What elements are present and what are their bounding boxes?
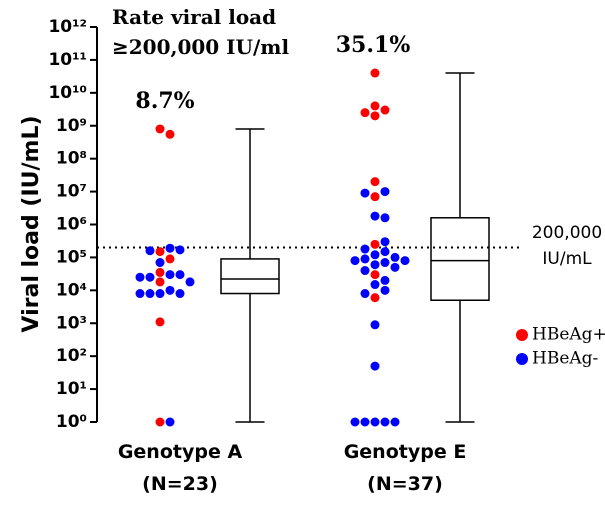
data-point [390, 262, 400, 272]
data-point [145, 246, 155, 256]
data-point [165, 270, 175, 280]
legend-label: HBeAg- [532, 349, 598, 369]
rate-label: 8.7% [135, 88, 194, 114]
data-point [165, 417, 175, 427]
data-point [380, 237, 390, 247]
data-point [360, 266, 370, 276]
data-point [175, 289, 185, 299]
data-point [155, 289, 165, 299]
data-point [145, 272, 155, 282]
data-point [175, 270, 185, 280]
y-tick-label: 10⁰ [56, 412, 87, 432]
data-point [370, 260, 380, 270]
data-point [380, 105, 390, 115]
data-point [165, 129, 175, 139]
data-point [360, 188, 370, 198]
data-point [360, 289, 370, 299]
annotation: Rate viral load [112, 5, 276, 29]
data-point [350, 256, 360, 266]
y-tick-label: 10¹⁰ [48, 83, 87, 103]
data-point [165, 285, 175, 295]
data-point [370, 239, 380, 249]
data-point [370, 101, 380, 111]
y-tick-label: 10¹ [56, 379, 87, 399]
y-tick-label: 10¹¹ [48, 50, 87, 70]
y-tick-label: 10² [56, 346, 87, 366]
y-tick-label: 10⁸ [56, 149, 87, 169]
data-point [185, 277, 195, 287]
legend-label: HBeAg+ [532, 325, 605, 345]
data-point [350, 417, 360, 427]
data-point [360, 417, 370, 427]
y-tick-label: 10⁷ [56, 182, 87, 202]
y-tick-label: 10¹² [48, 17, 87, 37]
data-point [155, 124, 165, 134]
y-tick-label: 10⁴ [56, 280, 87, 300]
data-point [135, 272, 145, 282]
annotation: ≥200,000 IU/ml [112, 35, 289, 59]
data-point [165, 254, 175, 264]
data-point [370, 280, 380, 290]
data-point [390, 417, 400, 427]
threshold-label: 200,000 [532, 223, 602, 243]
x-tick-label: Genotype E [344, 441, 467, 463]
legend-marker [516, 353, 528, 365]
threshold-label: IU/mL [542, 249, 592, 269]
data-point [380, 285, 390, 295]
data-point [400, 256, 410, 266]
data-point [165, 243, 175, 253]
x-tick-label: (N=23) [142, 473, 218, 495]
data-point [370, 417, 380, 427]
data-point [370, 361, 380, 371]
y-tick-label: 10⁶ [56, 215, 87, 235]
data-point [380, 247, 390, 257]
data-point [390, 252, 400, 262]
box [430, 217, 490, 301]
data-point [155, 267, 165, 277]
y-tick-label: 10⁹ [56, 116, 87, 136]
data-point [370, 250, 380, 260]
y-tick-label: 10⁵ [56, 247, 87, 267]
data-point [370, 270, 380, 280]
data-point [380, 187, 390, 197]
legend-marker [516, 329, 528, 341]
data-point [370, 211, 380, 221]
data-point [370, 177, 380, 187]
rate-label: 35.1% [336, 32, 411, 58]
x-tick-label: (N=37) [367, 473, 443, 495]
y-tick-label: 10³ [56, 313, 87, 333]
data-point [380, 417, 390, 427]
x-tick-label: Genotype A [118, 441, 243, 463]
data-point [370, 192, 380, 202]
data-point [155, 277, 165, 287]
box [220, 258, 280, 295]
data-point [380, 213, 390, 223]
data-point [135, 289, 145, 299]
data-point [155, 247, 165, 257]
data-point [380, 258, 390, 268]
data-point [370, 293, 380, 303]
data-point [360, 244, 370, 254]
data-point [360, 254, 370, 264]
data-point [370, 320, 380, 330]
data-point [145, 289, 155, 299]
data-point [360, 108, 370, 118]
data-point [370, 68, 380, 78]
data-point [155, 417, 165, 427]
y-axis-label: Viral load (IU/mL) [19, 115, 44, 332]
data-point [370, 111, 380, 121]
data-point [155, 317, 165, 327]
data-point [175, 245, 185, 255]
data-point [155, 258, 165, 268]
data-point [380, 275, 390, 285]
